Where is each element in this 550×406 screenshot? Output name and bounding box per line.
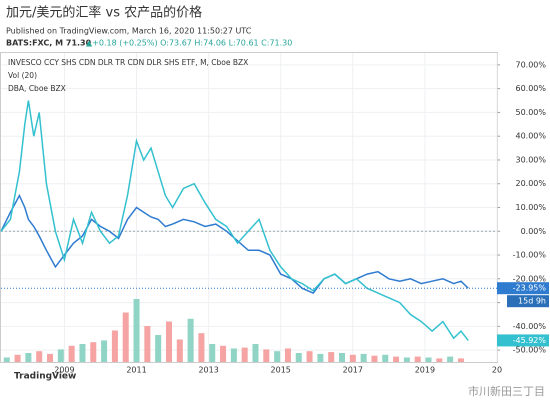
change-line: ▲+0.18 (+0.25%) O:73.67 H:74.06 L:70.61 … (86, 39, 292, 48)
y-tick-label: -20.00% (513, 274, 547, 283)
y-tick-label: -50.00% (513, 346, 547, 355)
x-tick-label: 2019 (415, 366, 435, 375)
legend-entry: INVESCO CCY SHS CDN DLR TR CDN DLR SHS E… (8, 58, 248, 67)
volume-bar (209, 344, 216, 362)
y-tick-label: 70.00% (515, 60, 546, 69)
price-label: -23.95% (513, 284, 547, 293)
volume-bar (349, 354, 356, 362)
volume-bar (447, 356, 454, 362)
symbol-line: BATS:FXC, M 71.30 (6, 39, 92, 48)
legend-entry: DBA, Cboe BZX (8, 84, 66, 93)
volume-bar (339, 353, 345, 362)
volume-bar (425, 357, 432, 362)
y-tick-label: 30.00% (515, 155, 546, 164)
volume-bar (57, 349, 64, 362)
volume-bar (79, 344, 86, 362)
volume-bar (14, 354, 21, 362)
volume-bar (414, 356, 421, 362)
price-label-box (497, 282, 549, 295)
volume-bar (393, 356, 400, 362)
chart-title: 加元/美元的汇率 vs 农产品的价格 (6, 5, 202, 21)
volume-bar (36, 351, 43, 362)
x-tick-label: 20 (492, 366, 502, 375)
volume-bar (230, 348, 237, 362)
y-tick-label: 60.00% (515, 84, 546, 93)
x-tick-label: 2011 (126, 366, 146, 375)
y-tick-label: 50.00% (515, 108, 546, 117)
volume-bar (457, 358, 464, 362)
volume-bar (122, 312, 129, 362)
volume-bar (306, 351, 313, 362)
x-tick-label: 2015 (271, 366, 291, 375)
x-tick-label: 2009 (54, 366, 74, 375)
volume-bar (68, 345, 75, 362)
subtitle: Published on TradingView.com, March 16, … (6, 27, 252, 36)
y-tick-label: 10.00% (515, 203, 546, 212)
countdown-box (507, 295, 549, 308)
volume-bar (403, 357, 410, 362)
volume-bar (252, 344, 259, 362)
y-tick-label: -10.00% (513, 251, 547, 260)
volume-bar (220, 345, 227, 362)
volume-bar (436, 358, 443, 362)
y-tick-label: 40.00% (515, 132, 546, 141)
volume-bar (176, 339, 183, 362)
volume-bar (187, 318, 194, 362)
volume-bar (295, 353, 302, 362)
volume-bar (328, 352, 335, 362)
countdown: 15d 9h (518, 297, 546, 306)
volume-bar (101, 340, 108, 362)
legend-entry: Vol (20) (8, 71, 37, 80)
volume-bar (198, 333, 205, 362)
volume-bar (241, 347, 248, 362)
volume-bar (47, 353, 54, 362)
volume-bar (317, 353, 324, 362)
y-tick-label: 0.00% (521, 227, 547, 236)
volume-bar (133, 299, 140, 362)
volume-bar (90, 342, 97, 362)
watermark: 市川新田三丁目 (468, 384, 545, 398)
volume-bar (274, 351, 281, 362)
series-line (0, 100, 469, 341)
volume-bar (284, 348, 291, 362)
volume-bar (111, 330, 118, 362)
volume-bar (382, 354, 389, 362)
brand: TradingView (14, 372, 76, 382)
y-tick-label: -40.00% (513, 322, 547, 331)
x-tick-label: 2013 (198, 366, 218, 375)
price-label: -45.92% (513, 336, 547, 345)
x-tick-label: 2017 (343, 366, 363, 375)
series-line (0, 193, 469, 295)
price-label-box (497, 334, 549, 347)
volume-bar (3, 357, 10, 362)
volume-bar (360, 353, 367, 362)
volume-bar (144, 326, 151, 362)
volume-bar (371, 355, 378, 362)
volume-bar (25, 353, 32, 362)
volume-bar (263, 349, 270, 362)
y-tick-label: 20.00% (515, 179, 546, 188)
volume-bar (165, 321, 172, 362)
volume-bar (155, 335, 162, 362)
